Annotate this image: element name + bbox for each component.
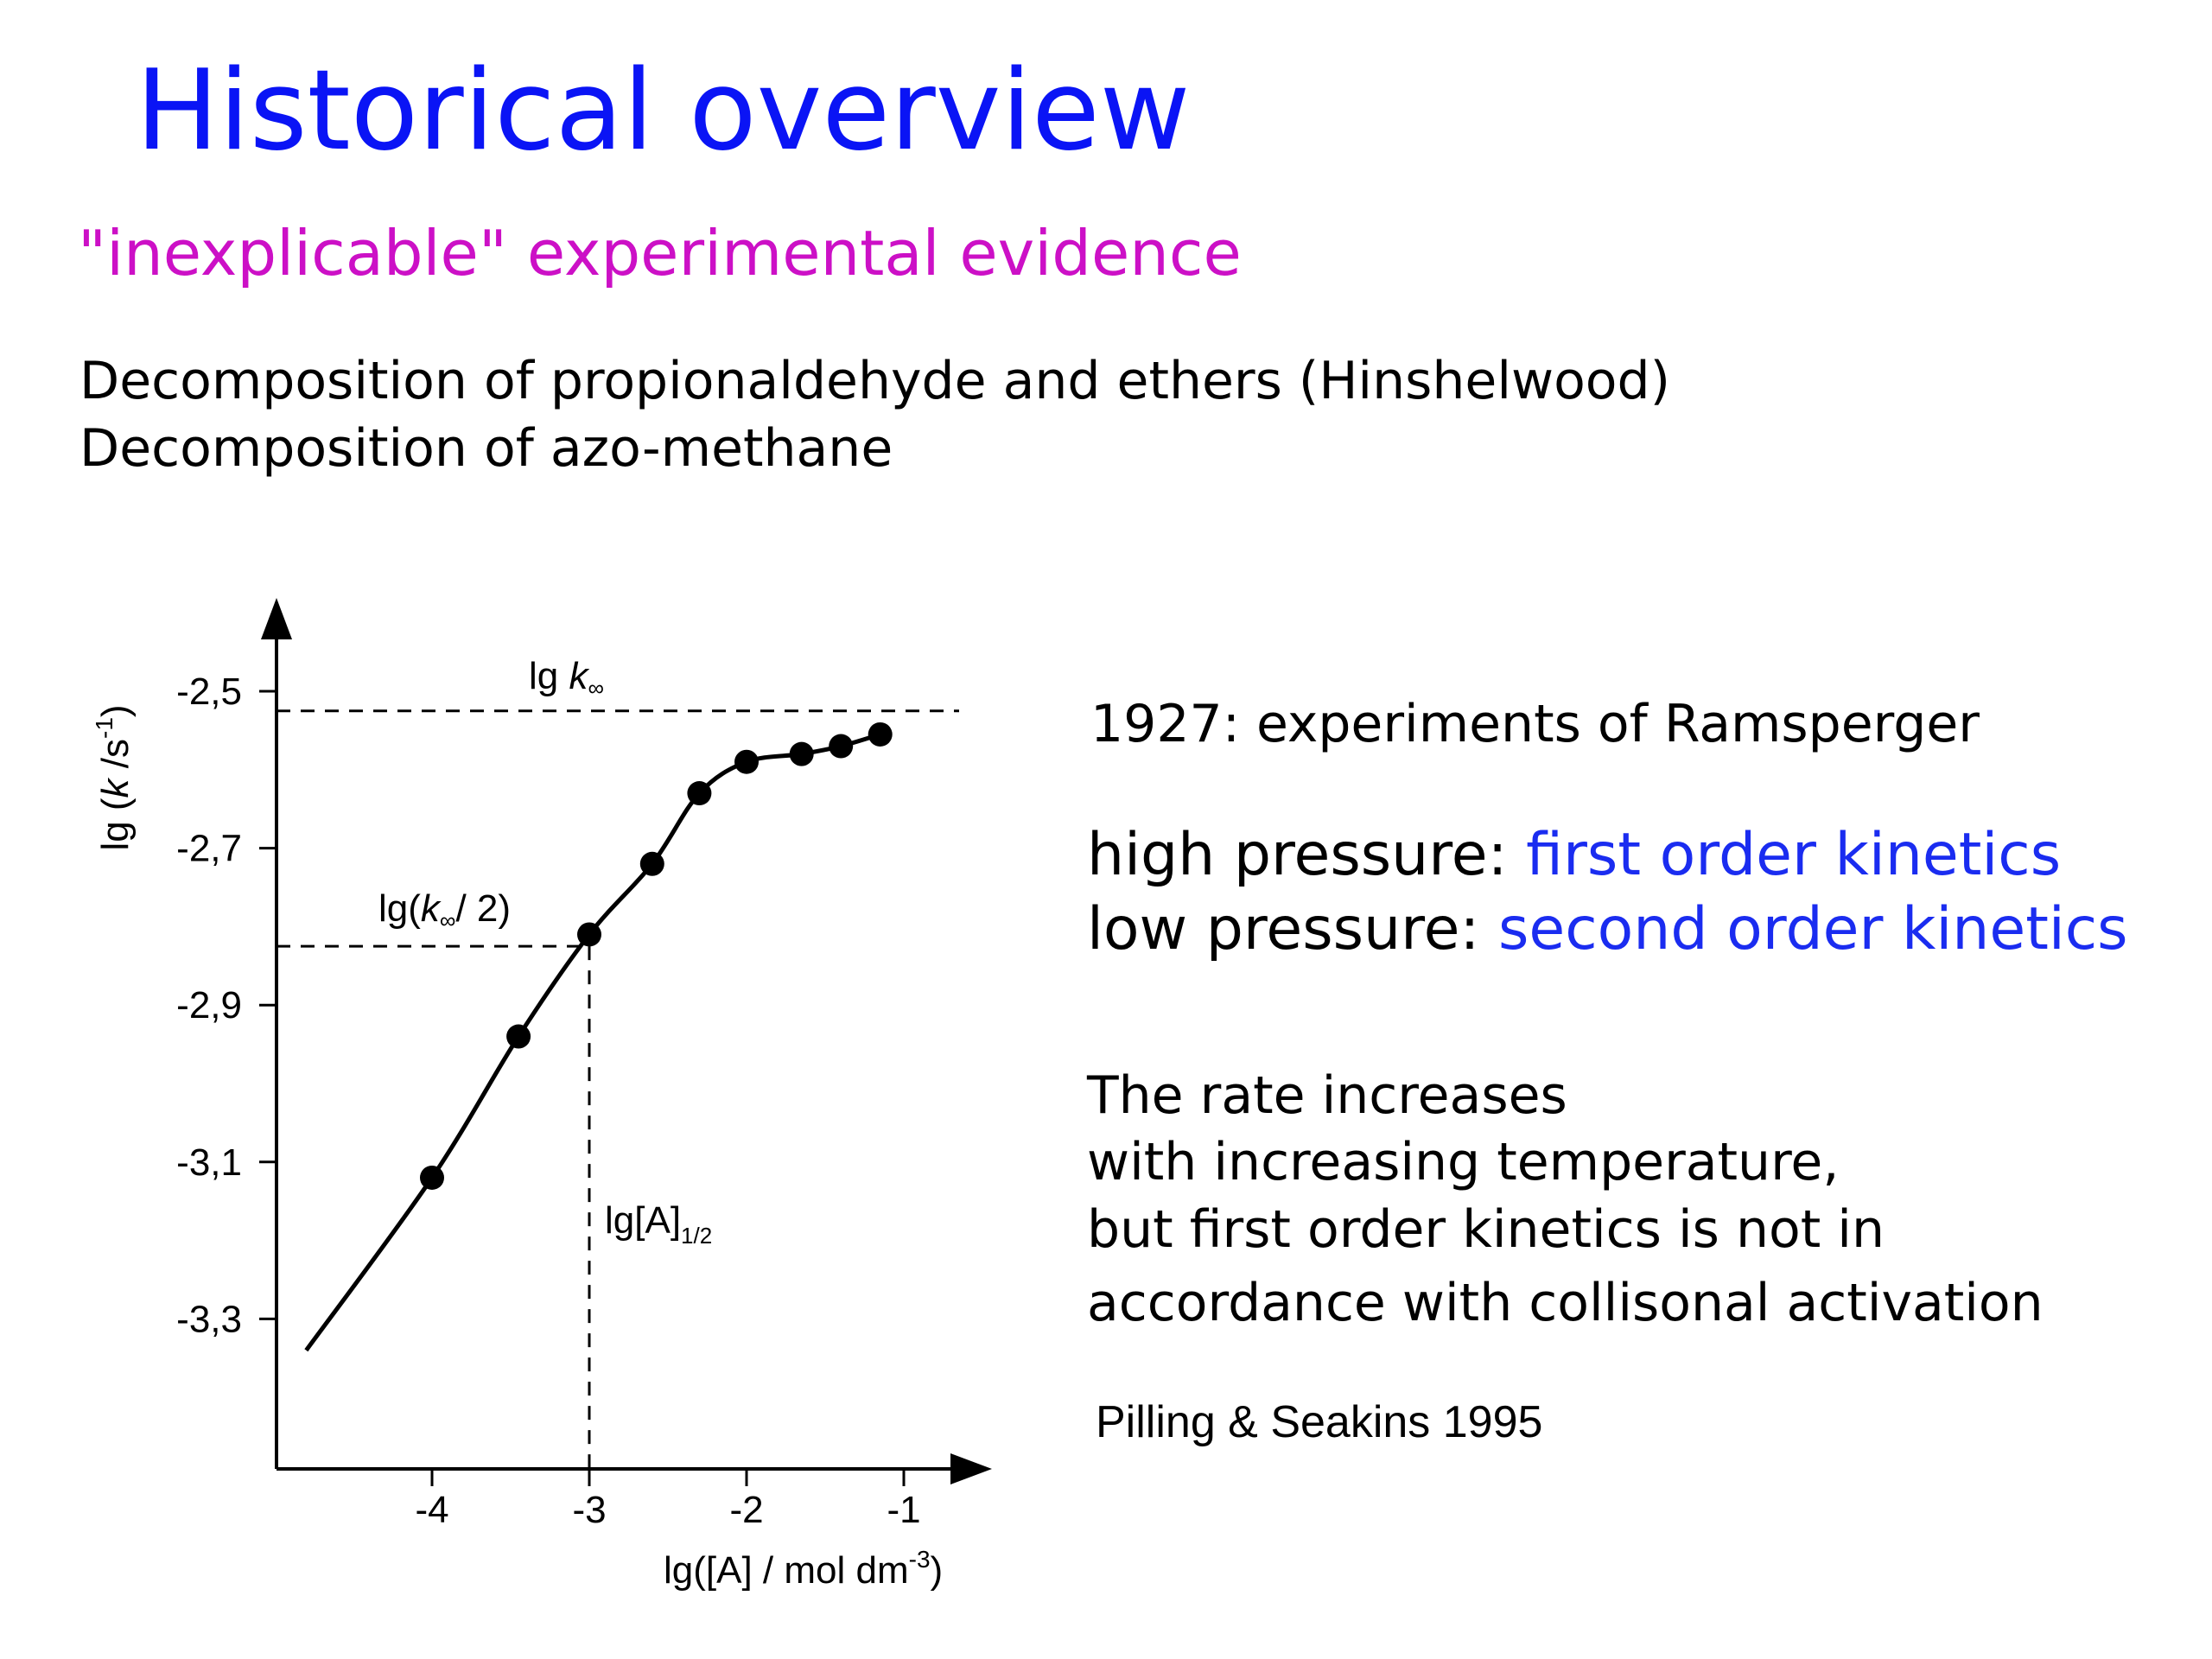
low-pressure-line: low pressure: second order kinetics (1087, 895, 2128, 963)
y-axis-label: lg (k /s-1) (91, 704, 137, 850)
y-tick-label: -2,9 (176, 984, 242, 1027)
data-point (420, 1165, 444, 1190)
x-tick-label: -4 (415, 1489, 448, 1531)
y-tick-label: -3,3 (176, 1298, 242, 1340)
ramsperger-text: 1927: experiments of Ramsperger (1090, 694, 1980, 754)
high-pressure-value: first order kinetics (1526, 821, 2062, 889)
page-subtitle: "inexplicable" experimental evidence (78, 217, 1242, 289)
data-point (577, 922, 601, 947)
decomposition-line-1: Decomposition of propionaldehyde and eth… (79, 351, 1670, 411)
rate-text-line-1: The rate increases (1087, 1065, 1567, 1126)
data-point (734, 749, 759, 774)
x-axis-label: lg([A] / mol dm-3) (664, 1546, 943, 1592)
rate-text-line-3: but first order kinetics is not in (1087, 1199, 1885, 1260)
chart-axes (261, 598, 992, 1484)
data-point (789, 741, 814, 766)
x-tick-label: -3 (572, 1489, 606, 1531)
high-pressure-line: high pressure: first order kinetics (1087, 821, 2061, 889)
x-tick-label: -1 (887, 1489, 920, 1531)
decomposition-line-2: Decomposition of azo-methane (79, 418, 893, 479)
rate-text-line-2: with increasing temperature, (1087, 1132, 1840, 1192)
low-pressure-value: second order kinetics (1497, 895, 2128, 963)
fit-curve (304, 732, 881, 1352)
low-pressure-label: low pressure: (1087, 895, 1498, 963)
data-point (687, 781, 712, 806)
data-point (868, 721, 893, 747)
y-axis-arrow-icon (261, 598, 292, 639)
x-tick-label: -2 (729, 1489, 763, 1531)
data-point (639, 851, 664, 876)
citation: Pilling & Seakins 1995 (1096, 1397, 1543, 1447)
rate-text-line-4: accordance with collisonal activation (1087, 1273, 2044, 1333)
k-half-label: lg(k∞/ 2) (378, 887, 511, 933)
y-tick-label: -2,7 (176, 828, 242, 870)
page-title: Historical overview (136, 47, 1191, 175)
k-inf-label: lg k∞ (529, 655, 604, 701)
y-tick-label: -3,1 (176, 1141, 242, 1184)
data-point (829, 734, 854, 759)
data-point (506, 1024, 531, 1049)
a-half-label: lg[A]1/2 (605, 1199, 712, 1249)
y-tick-label: -2,5 (176, 671, 242, 713)
high-pressure-label: high pressure: (1087, 821, 1527, 889)
x-axis-arrow-icon (950, 1453, 992, 1484)
